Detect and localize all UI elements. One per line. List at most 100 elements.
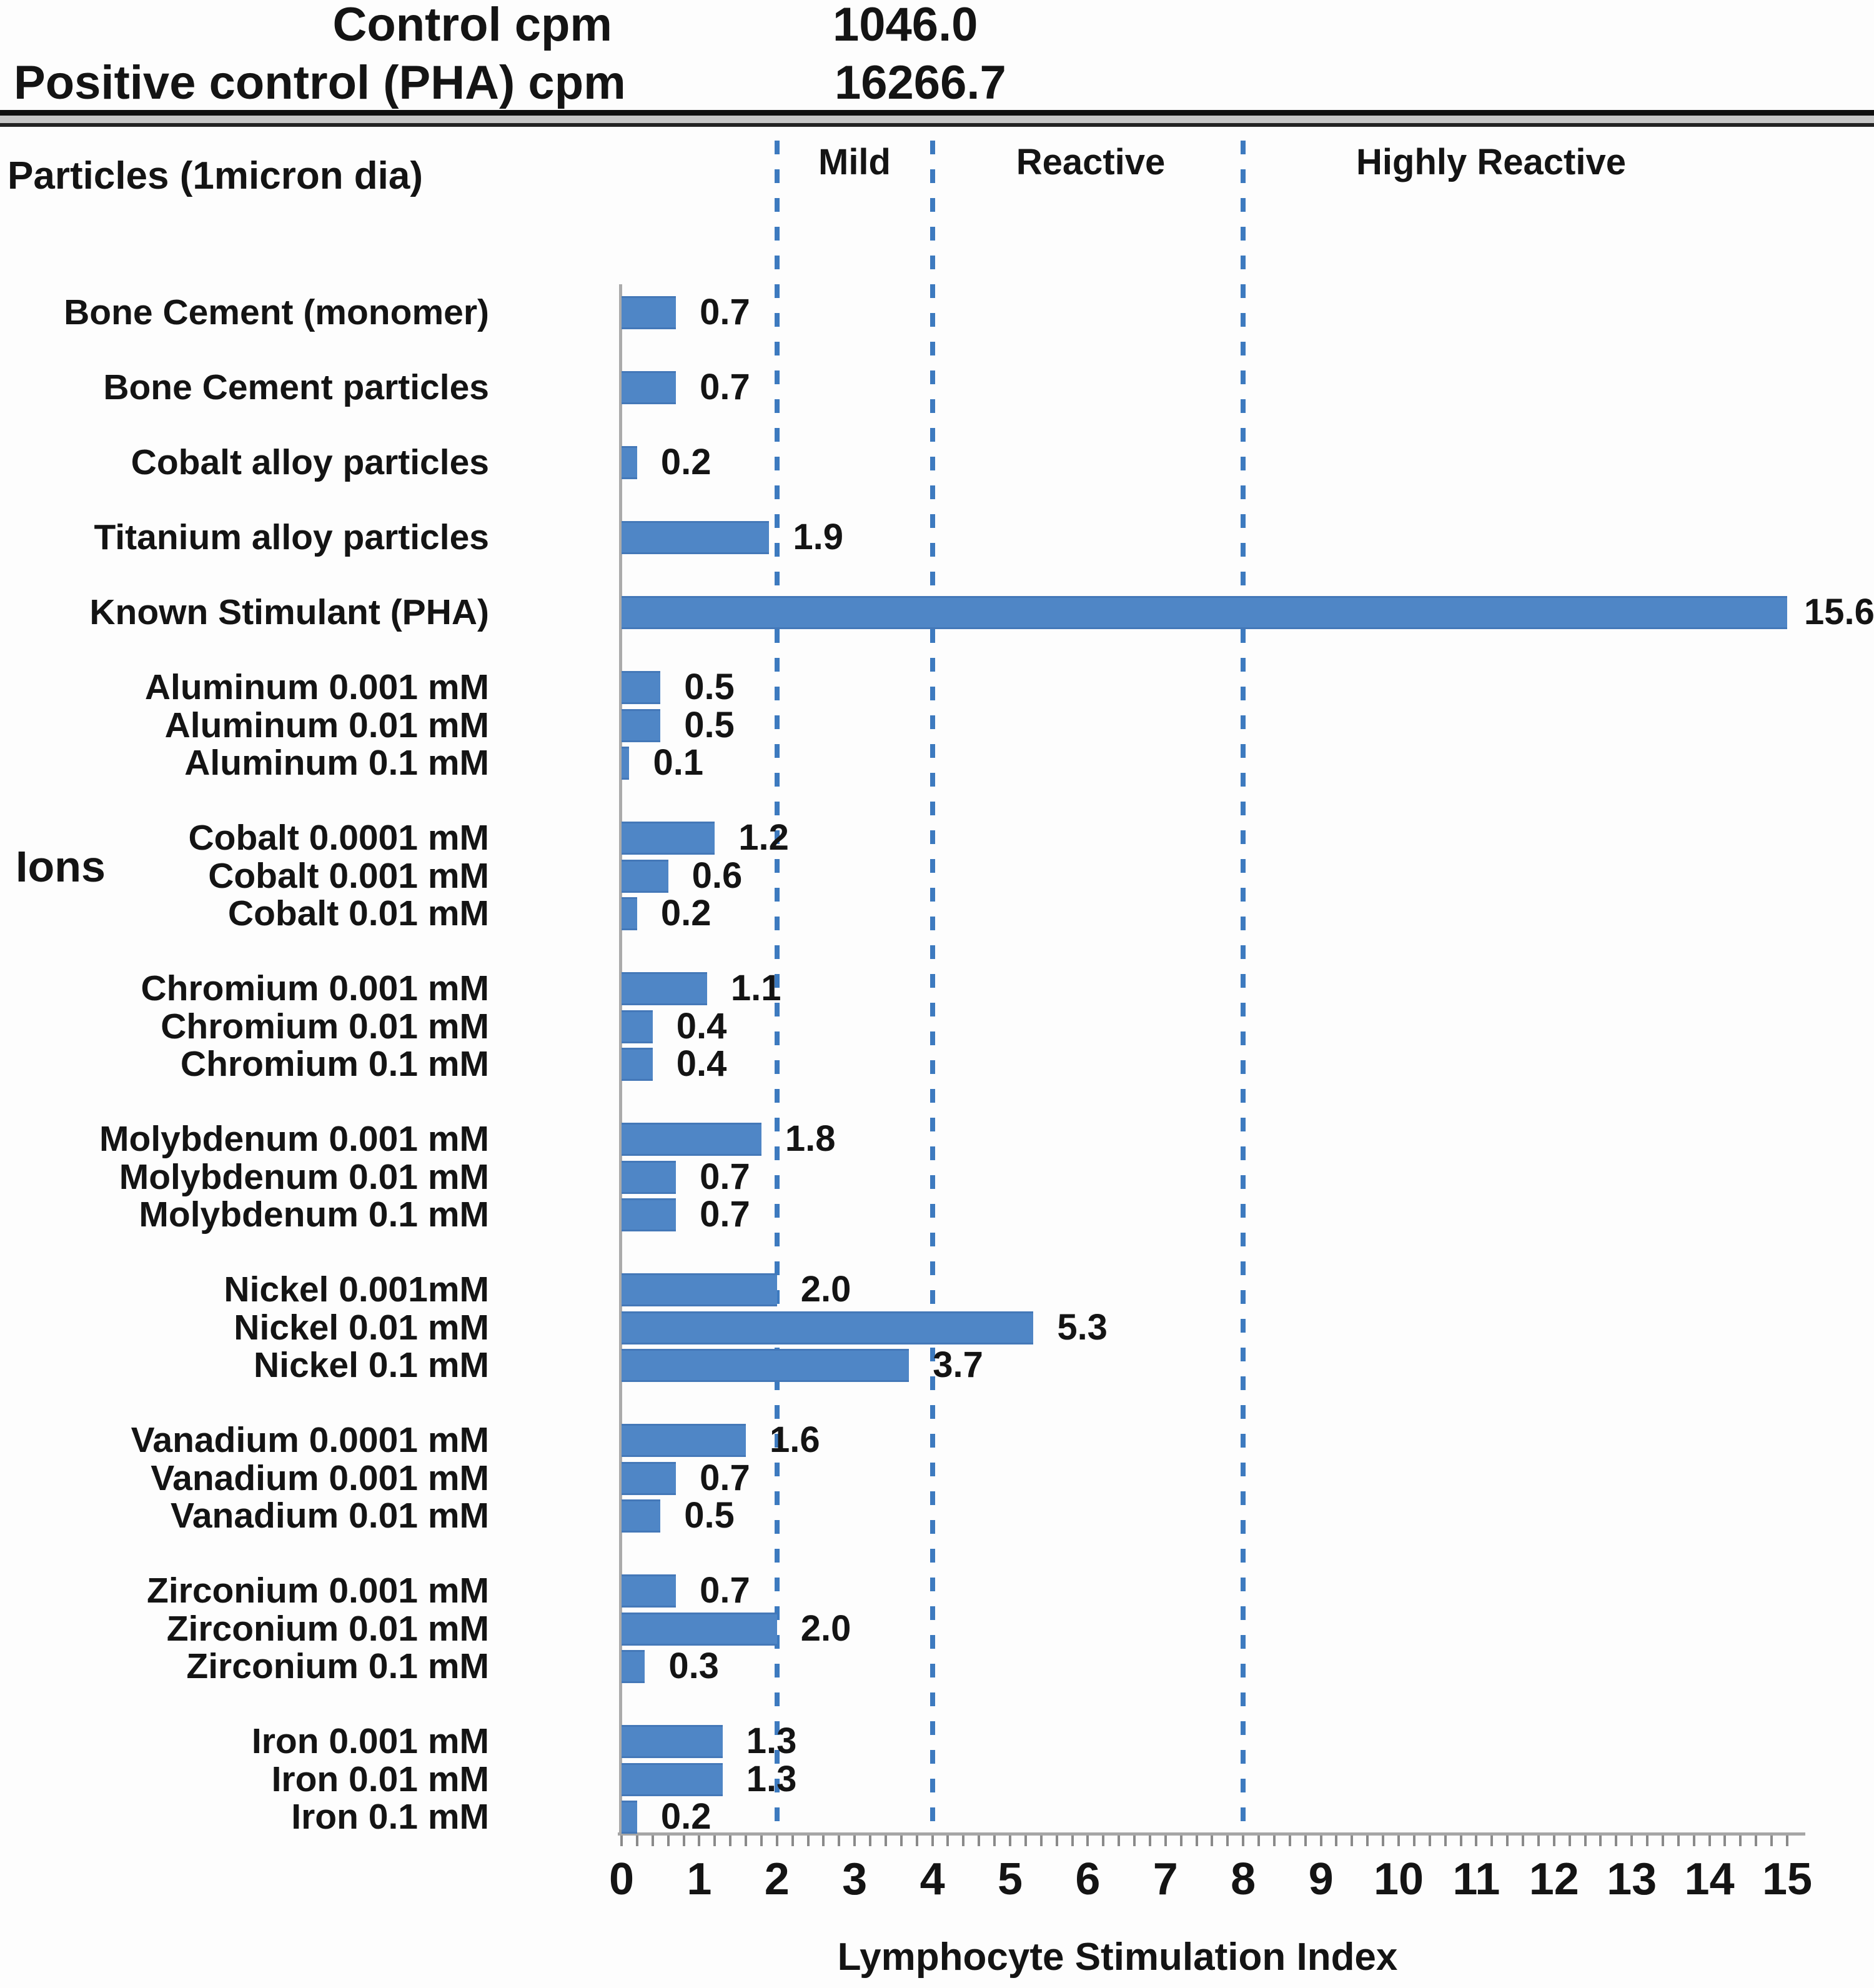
- axis-tick: [1071, 1836, 1074, 1846]
- separator-line-top: [0, 110, 1874, 116]
- bar: [622, 1801, 637, 1834]
- category-label: Vanadium 0.0001 mM: [131, 1420, 489, 1460]
- y-axis-line: [619, 284, 622, 1834]
- bar: [622, 1010, 653, 1043]
- bar: [622, 822, 715, 855]
- bar: [622, 972, 707, 1005]
- axis-tick: [978, 1836, 981, 1846]
- axis-tick: [1723, 1836, 1727, 1846]
- value-label: 3.7: [933, 1344, 983, 1385]
- value-label: 1.3: [746, 1758, 797, 1799]
- value-label: 1.9: [793, 517, 843, 557]
- value-label: 0.5: [684, 1495, 735, 1536]
- axis-tick: [900, 1836, 903, 1846]
- value-label: 0.2: [660, 1796, 711, 1837]
- value-label: 0.3: [668, 1646, 719, 1686]
- bar: [622, 1424, 746, 1457]
- axis-tick: [1319, 1836, 1322, 1846]
- axis-tick: [1428, 1836, 1431, 1846]
- axis-tick: [1009, 1836, 1011, 1846]
- axis-tick: [1522, 1836, 1525, 1846]
- value-label: 0.7: [700, 292, 750, 332]
- bar: [622, 1650, 645, 1683]
- value-label: 1.8: [785, 1118, 836, 1159]
- category-label: Molybdenum 0.001 mM: [99, 1119, 489, 1159]
- axis-tick: [1537, 1836, 1540, 1846]
- axis-tick: [760, 1836, 763, 1846]
- axis-tick: [1786, 1836, 1788, 1846]
- value-label: 0.4: [676, 1005, 727, 1046]
- separator-line-mid: [0, 116, 1874, 123]
- axis-tick: [1102, 1836, 1105, 1846]
- category-label: Bone Cement (monomer): [64, 292, 489, 332]
- axis-tick: [806, 1836, 810, 1846]
- axis-tick: [884, 1836, 887, 1846]
- axis-tick: [838, 1836, 841, 1846]
- category-label: Iron 0.01 mM: [271, 1759, 489, 1799]
- category-label: Aluminum 0.1 mM: [184, 743, 489, 783]
- category-label: Chromium 0.01 mM: [161, 1006, 489, 1046]
- category-label: Bone Cement particles: [103, 367, 489, 407]
- axis-tick-label: 0: [608, 1854, 635, 1904]
- value-label: 0.2: [660, 893, 711, 933]
- category-label: Vanadium 0.01 mM: [170, 1496, 489, 1536]
- axis-tick: [1568, 1836, 1571, 1846]
- value-label: 5.3: [1057, 1306, 1108, 1348]
- axis-tick: [1226, 1836, 1229, 1846]
- axis-tick: [822, 1836, 825, 1846]
- axis-tick-label: 5: [997, 1854, 1023, 1904]
- axis-tick-label: 1: [687, 1854, 712, 1904]
- axis-tick: [1412, 1836, 1415, 1846]
- axis-tick: [1335, 1836, 1338, 1846]
- category-label: Zirconium 0.01 mM: [166, 1608, 489, 1649]
- axis-tick: [1133, 1836, 1136, 1846]
- value-label: 0.5: [684, 667, 735, 707]
- axis-tick: [1677, 1836, 1680, 1846]
- axis-tick: [713, 1836, 716, 1846]
- axis-tick: [931, 1836, 934, 1846]
- axis-tick: [946, 1836, 949, 1846]
- axis-tick: [1459, 1836, 1462, 1846]
- bar: [622, 1273, 777, 1306]
- bar: [622, 446, 637, 479]
- category-label: Titanium alloy particles: [94, 517, 489, 557]
- axis-tick-label: 15: [1762, 1854, 1813, 1904]
- axis-tick: [1304, 1836, 1307, 1846]
- axis-tick: [620, 1836, 623, 1846]
- axis-tick: [1039, 1836, 1043, 1846]
- axis-tick-label: 4: [920, 1854, 945, 1904]
- category-label: Cobalt 0.01 mM: [227, 893, 489, 933]
- bar: [622, 747, 630, 780]
- zone-label-mild: Mild: [818, 142, 891, 182]
- category-label: Iron 0.001 mM: [251, 1721, 489, 1761]
- bar: [622, 1048, 653, 1081]
- axis-tick: [1444, 1836, 1447, 1846]
- bar: [622, 1349, 910, 1382]
- category-label: Cobalt 0.0001 mM: [188, 818, 490, 858]
- category-label: Zirconium 0.1 mM: [186, 1646, 489, 1686]
- axis-tick: [1615, 1836, 1618, 1846]
- axis-tick: [1024, 1836, 1027, 1846]
- threshold-line-mild: [774, 141, 780, 1833]
- category-label: Chromium 0.001 mM: [141, 968, 489, 1008]
- particles-heading: Particles (1micron dia): [7, 154, 424, 197]
- axis-tick-label: 13: [1607, 1854, 1657, 1904]
- axis-tick: [1739, 1836, 1742, 1846]
- category-label: Known Stimulant (PHA): [89, 592, 489, 632]
- category-label: Aluminum 0.001 mM: [144, 667, 489, 707]
- bar: [622, 859, 668, 893]
- value-label: 0.6: [692, 855, 743, 896]
- threshold-line-reactive: [930, 141, 935, 1833]
- axis-tick: [1475, 1836, 1478, 1846]
- axis-tick: [1351, 1836, 1354, 1846]
- axis-tick: [1382, 1836, 1385, 1846]
- value-label: 0.7: [700, 367, 750, 407]
- axis-tick: [682, 1836, 685, 1846]
- axis-tick: [667, 1836, 670, 1846]
- value-label: 0.7: [700, 1194, 750, 1235]
- axis-tick-label: 10: [1373, 1854, 1424, 1904]
- axis-tick: [745, 1836, 748, 1846]
- axis-tick: [993, 1836, 996, 1846]
- axis-tick: [1148, 1836, 1151, 1846]
